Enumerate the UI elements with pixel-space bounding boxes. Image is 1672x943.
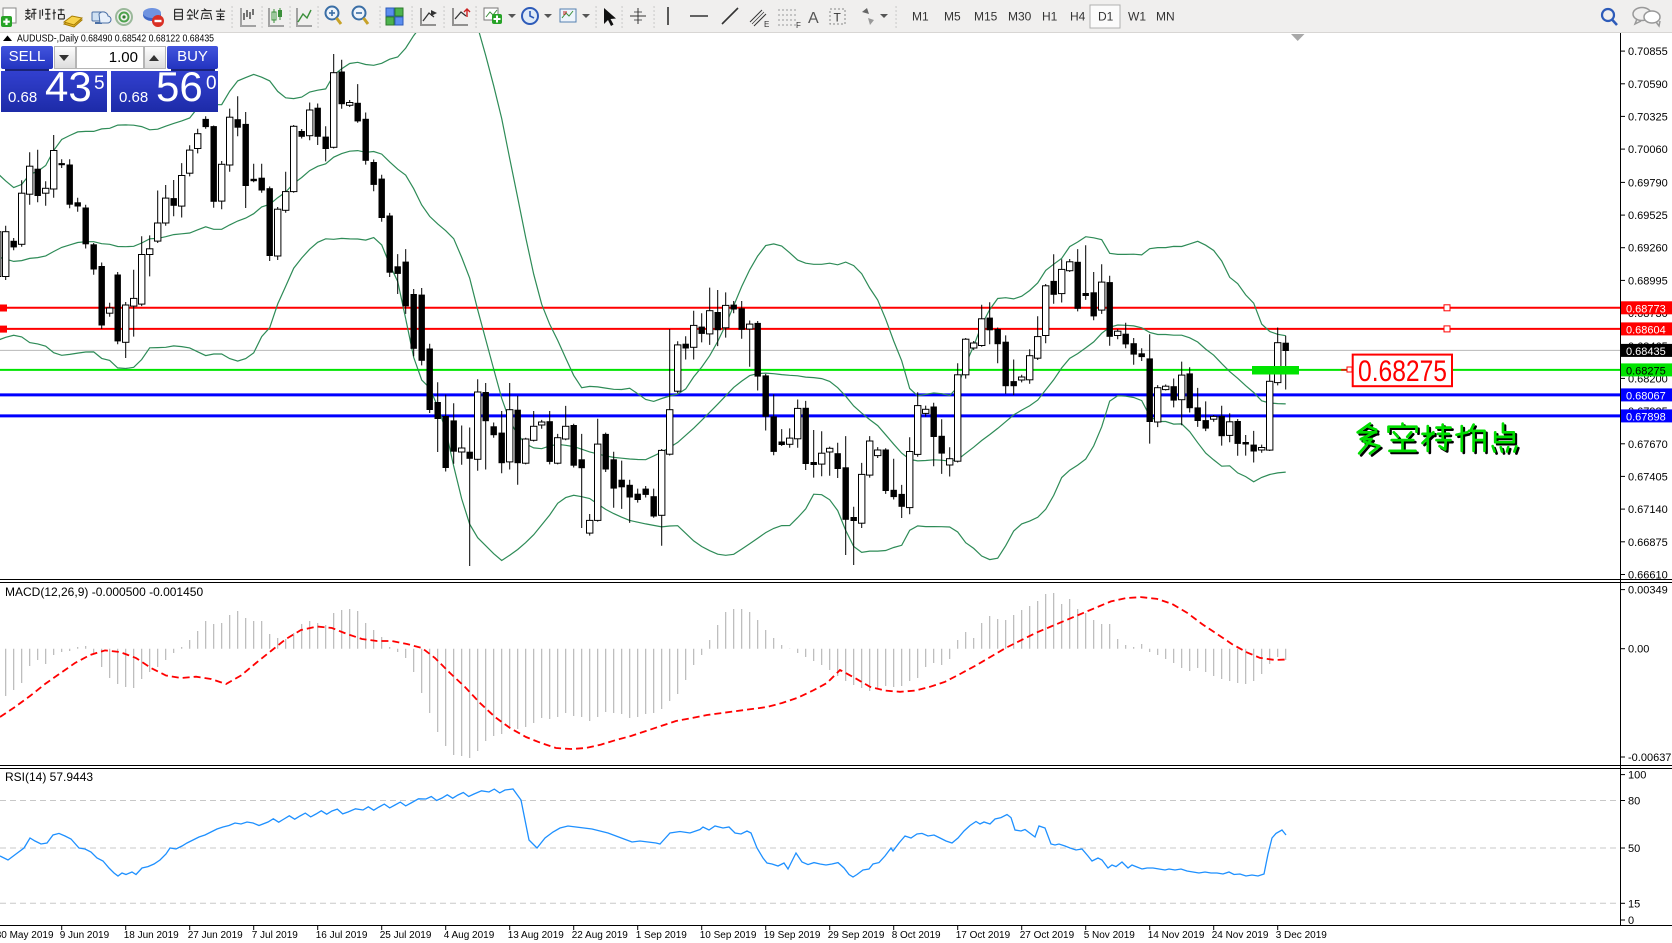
svg-text:5 Nov 2019: 5 Nov 2019 xyxy=(1084,930,1136,941)
svg-text:14 Nov 2019: 14 Nov 2019 xyxy=(1148,930,1205,941)
svg-text:RSI(14) 57.9443: RSI(14) 57.9443 xyxy=(5,770,93,784)
svg-text:0.00349: 0.00349 xyxy=(1628,585,1668,597)
svg-text:7 Jul 2019: 7 Jul 2019 xyxy=(252,930,299,941)
svg-text:0.67670: 0.67670 xyxy=(1628,439,1668,451)
svg-text:D1: D1 xyxy=(1098,10,1114,24)
svg-text:0.69790: 0.69790 xyxy=(1628,177,1668,189)
svg-text:17 Oct 2019: 17 Oct 2019 xyxy=(956,930,1011,941)
svg-text:-0.00637: -0.00637 xyxy=(1628,752,1671,764)
svg-text:3 Dec 2019: 3 Dec 2019 xyxy=(1276,930,1328,941)
svg-text:15: 15 xyxy=(1628,898,1640,910)
svg-text:0.66875: 0.66875 xyxy=(1628,537,1668,549)
svg-text:0.68275: 0.68275 xyxy=(1358,355,1447,388)
svg-text:24 Nov 2019: 24 Nov 2019 xyxy=(1212,930,1269,941)
svg-text:10 Sep 2019: 10 Sep 2019 xyxy=(700,930,757,941)
svg-text:M5: M5 xyxy=(944,10,961,24)
svg-text:E: E xyxy=(764,20,769,29)
svg-text:8 Oct 2019: 8 Oct 2019 xyxy=(892,930,941,941)
svg-text:W1: W1 xyxy=(1128,10,1146,24)
svg-text:25 Jul 2019: 25 Jul 2019 xyxy=(380,930,432,941)
svg-text:1 Sep 2019: 1 Sep 2019 xyxy=(636,930,688,941)
svg-text:22 Aug 2019: 22 Aug 2019 xyxy=(572,930,629,941)
svg-text:29 Sep 2019: 29 Sep 2019 xyxy=(828,930,885,941)
svg-text:M15: M15 xyxy=(974,10,998,24)
svg-text:0.67405: 0.67405 xyxy=(1628,471,1668,483)
svg-text:100: 100 xyxy=(1628,770,1646,782)
svg-text:0.68995: 0.68995 xyxy=(1628,275,1668,287)
svg-text:A: A xyxy=(808,10,819,27)
svg-text:MACD(12,26,9) -0.000500 -0.001: MACD(12,26,9) -0.000500 -0.001450 xyxy=(5,585,203,599)
svg-text:13 Aug 2019: 13 Aug 2019 xyxy=(508,930,565,941)
svg-text:9 Jun 2019: 9 Jun 2019 xyxy=(60,930,110,941)
svg-text:0.70855: 0.70855 xyxy=(1628,46,1668,58)
svg-text:16 Jul 2019: 16 Jul 2019 xyxy=(316,930,368,941)
svg-text:M1: M1 xyxy=(912,10,929,24)
svg-text:0.68067: 0.68067 xyxy=(1626,390,1666,402)
svg-text:80: 80 xyxy=(1628,796,1640,808)
svg-text:27 Oct 2019: 27 Oct 2019 xyxy=(1020,930,1075,941)
svg-text:0.66610: 0.66610 xyxy=(1628,570,1668,582)
svg-text:0.69260: 0.69260 xyxy=(1628,243,1668,255)
svg-text:50: 50 xyxy=(1628,843,1640,855)
svg-text:0.68604: 0.68604 xyxy=(1626,324,1666,336)
svg-text:0.68435: 0.68435 xyxy=(1626,346,1666,358)
svg-text:0.70325: 0.70325 xyxy=(1628,111,1668,123)
svg-text:0.69525: 0.69525 xyxy=(1628,210,1668,222)
svg-text:0.70590: 0.70590 xyxy=(1628,79,1668,91)
svg-text:H4: H4 xyxy=(1070,10,1086,24)
svg-text:19 Sep 2019: 19 Sep 2019 xyxy=(764,930,821,941)
svg-text:0: 0 xyxy=(1628,915,1634,927)
svg-text:AUDUSD-,Daily 0.68490 0.68542: AUDUSD-,Daily 0.68490 0.68542 0.68122 0.… xyxy=(17,33,214,45)
svg-text:0.67140: 0.67140 xyxy=(1628,504,1668,516)
svg-text:0.00: 0.00 xyxy=(1628,644,1649,656)
svg-text:0.68275: 0.68275 xyxy=(1626,365,1666,377)
svg-text:30 May 2019: 30 May 2019 xyxy=(0,930,54,941)
svg-text:F: F xyxy=(796,21,801,30)
svg-text:H1: H1 xyxy=(1042,10,1058,24)
svg-text:27 Jun 2019: 27 Jun 2019 xyxy=(188,930,243,941)
svg-text:0.70060: 0.70060 xyxy=(1628,144,1668,156)
svg-text:4 Aug 2019: 4 Aug 2019 xyxy=(444,930,495,941)
svg-text:MN: MN xyxy=(1156,10,1175,24)
svg-text:0.68773: 0.68773 xyxy=(1626,303,1666,315)
svg-text:T: T xyxy=(834,11,842,25)
svg-text:M30: M30 xyxy=(1008,10,1032,24)
svg-text:18 Jun 2019: 18 Jun 2019 xyxy=(124,930,179,941)
svg-text:0.67898: 0.67898 xyxy=(1626,411,1666,423)
